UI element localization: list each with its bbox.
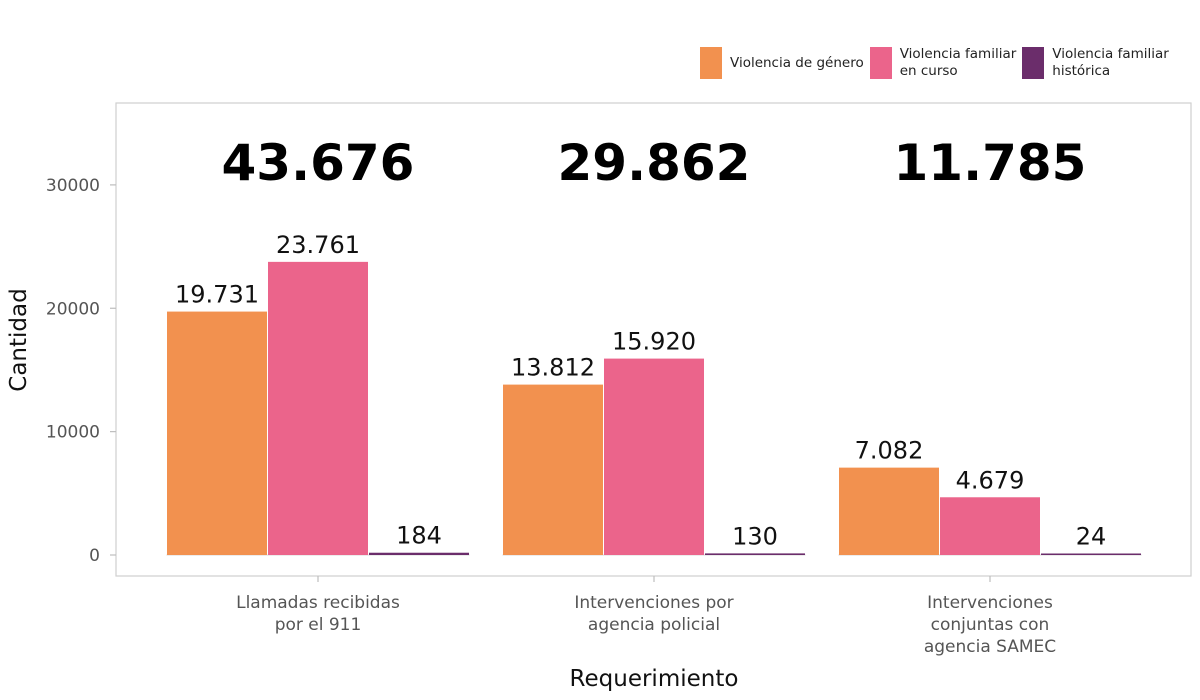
x-tick-label: Intervenciones por agencia policial — [574, 593, 733, 635]
legend-item: Violencia de género — [700, 47, 864, 79]
bar-value-label: 4.679 — [956, 466, 1025, 494]
bar-value-label: 130 — [732, 522, 778, 550]
y-tick-label: 10000 — [46, 423, 100, 443]
legend-item: Violencia familiar en curso — [869, 46, 1017, 80]
bar — [940, 497, 1040, 555]
bar-value-label: 19.731 — [175, 281, 259, 309]
bar — [1041, 553, 1141, 555]
group-total: 29.862 — [558, 134, 751, 192]
bar — [705, 553, 805, 555]
legend-label: Violencia familiar en curso — [899, 46, 1017, 79]
legend-swatch — [1022, 47, 1045, 79]
x-tick-label: Llamadas recibidas por el 911 — [236, 593, 400, 635]
y-tick-label: 20000 — [46, 299, 100, 319]
legend-label: Violencia de género — [730, 54, 864, 71]
bar-value-label: 24 — [1076, 523, 1107, 551]
bars — [166, 261, 1142, 556]
legend: Violencia de género Violencia familiar en… — [700, 46, 1175, 80]
bar-value-label: 7.082 — [855, 437, 924, 465]
bar-value-label: 184 — [396, 522, 442, 550]
legend-swatch — [869, 47, 892, 79]
bar — [369, 552, 469, 555]
group-total: 11.785 — [894, 134, 1087, 192]
group-totals: 43.676 29.862 11.785 — [222, 134, 1087, 192]
x-tick-label: Intervenciones conjuntas con agencia SAMEC — [924, 593, 1056, 657]
legend-swatch — [700, 47, 722, 79]
y-axis-title: Cantidad — [6, 288, 32, 391]
legend-label: Violencia familiar histórica — [1052, 46, 1169, 79]
legend-item: Violencia familiar histórica — [1022, 46, 1169, 80]
bar-value-label: 15.920 — [612, 328, 696, 356]
group-total: 43.676 — [222, 134, 415, 192]
y-tick-label: 30000 — [46, 176, 100, 196]
x-axis: Llamadas recibidas por el 911 Intervencion… — [236, 576, 1056, 657]
y-axis: 0 10000 20000 30000 — [46, 176, 116, 566]
x-axis-title: Requerimiento — [570, 666, 739, 692]
bar — [167, 311, 267, 555]
bar — [503, 384, 603, 555]
y-tick-label: 0 — [89, 546, 100, 566]
bar — [268, 261, 368, 555]
bar-value-label: 13.812 — [511, 354, 595, 382]
bar-labels: 19.731 23.761 184 13.812 15.920 130 7.082 4.679… — [175, 231, 1106, 551]
bar-value-label: 23.761 — [276, 231, 360, 259]
bar — [839, 467, 939, 555]
bar — [604, 358, 704, 555]
